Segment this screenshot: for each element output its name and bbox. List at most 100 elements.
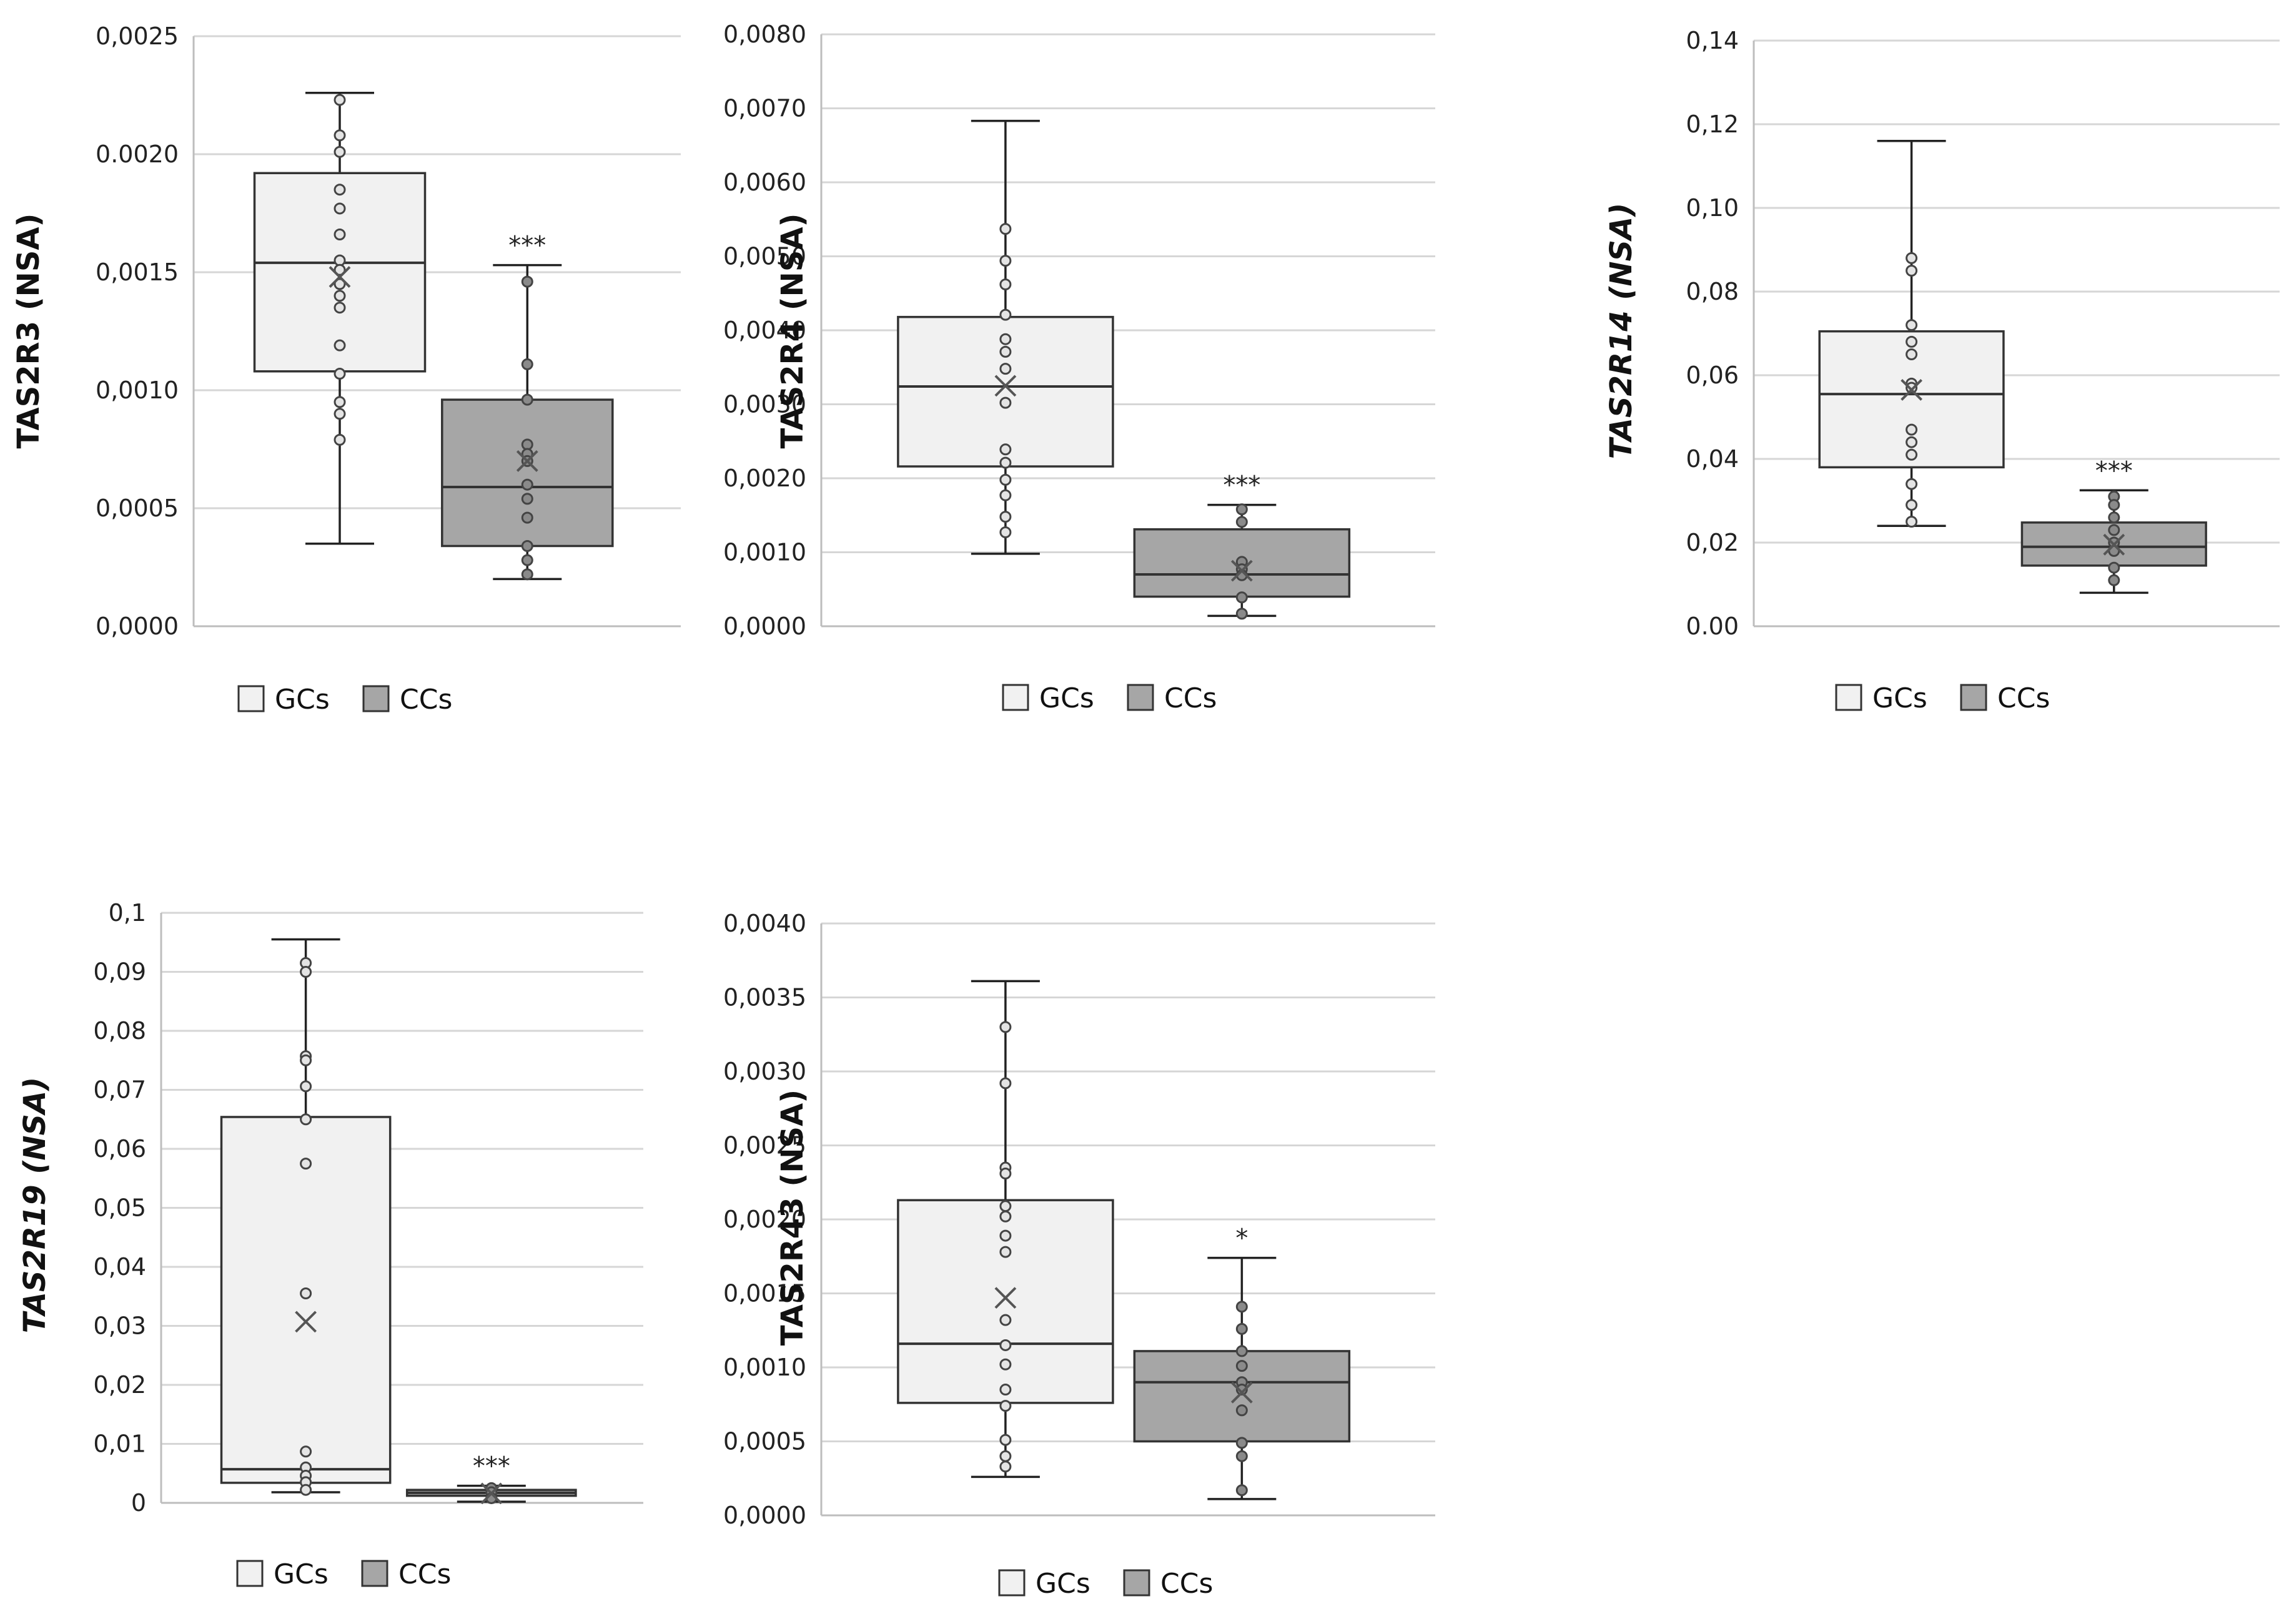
data-point [334, 302, 346, 314]
data-point [1906, 499, 1918, 511]
data-point [1906, 436, 1918, 448]
y-tick-label: 0,0015 [723, 1280, 806, 1307]
data-point [999, 396, 1012, 409]
legend-label-gcs: GCs [1872, 682, 1927, 714]
gcs-boxplot [220, 938, 392, 1496]
data-point [999, 255, 1012, 267]
chart-panel-1: 0,0000 0,0005 0,0010 0,0015 0.0020 0,0025 TAS2… [11, 22, 681, 716]
data-point [521, 568, 533, 581]
y-tick-label: 0.0020 [96, 140, 179, 168]
mean-marker-stroke [994, 375, 1017, 397]
y-tick-label: 0,0010 [723, 539, 806, 566]
y-tick-label: 0,0015 [96, 258, 179, 286]
data-point [300, 966, 312, 978]
y-tick-label: 0,09 [93, 958, 146, 986]
data-point [999, 526, 1012, 539]
mean-marker [2103, 533, 2125, 556]
mean-marker [516, 450, 538, 472]
legend-swatch-ccs [361, 1560, 388, 1587]
y-tick-label: 0,0020 [723, 1206, 806, 1233]
data-point [999, 511, 1012, 523]
y-tick-label: 0,12 [1686, 111, 1739, 138]
data-point [334, 339, 346, 352]
data-point [999, 278, 1012, 291]
data-point [521, 478, 533, 491]
data-point [300, 1054, 312, 1066]
data-point [334, 263, 346, 276]
legend-swatch-ccs [362, 685, 390, 712]
y-tick-label: 0,01 [93, 1430, 146, 1458]
legend-label-gcs: GCs [1036, 1568, 1090, 1600]
y-tick-label: 0,0040 [723, 910, 806, 937]
legend: GCs CCs [998, 1568, 1213, 1600]
mean-marker-stroke [329, 266, 351, 288]
data-point [1906, 319, 1918, 332]
data-point [999, 1384, 1012, 1396]
data-point [334, 433, 346, 446]
legend: GCs CCs [236, 1558, 451, 1590]
legend-label-ccs: CCs [1164, 682, 1217, 714]
y-axis-label: TAS2R3 (NSA) [11, 214, 46, 449]
data-point [1906, 478, 1918, 490]
mean-marker-stroke [1230, 559, 1253, 582]
data-point [1235, 503, 1248, 516]
data-point [300, 1484, 312, 1496]
data-point [999, 456, 1012, 469]
data-point [521, 554, 533, 566]
mean-marker [994, 1287, 1017, 1309]
y-tick-label: 0,0010 [96, 376, 179, 404]
data-point [2108, 511, 2120, 524]
y-tick-label: 0,0080 [723, 21, 806, 48]
data-point [999, 333, 1012, 345]
data-point [999, 363, 1012, 375]
data-point [334, 129, 346, 142]
y-tick-label: 0,05 [93, 1194, 146, 1222]
data-point [999, 1450, 1012, 1462]
mean-marker-stroke [1901, 379, 1923, 401]
data-point [1906, 448, 1918, 461]
data-point [1235, 1450, 1248, 1462]
y-tick-label: 0,0035 [723, 984, 806, 1011]
data-point [1235, 591, 1248, 604]
data-point [999, 1229, 1012, 1242]
y-tick-label: 0,0060 [723, 169, 806, 196]
y-tick-label: 0,1 [109, 899, 146, 927]
y-tick-label: 0,0000 [723, 1502, 806, 1529]
data-point [334, 278, 346, 290]
data-point [334, 254, 346, 267]
mean-marker-stroke [516, 450, 538, 472]
y-tick-label: 0,0025 [96, 22, 179, 50]
data-point [2108, 561, 2120, 574]
data-point [334, 396, 346, 408]
data-point [1235, 1437, 1248, 1449]
ccs-boxplot: * [1133, 1224, 1351, 1500]
y-tick-label: 0,0000 [96, 613, 179, 640]
legend-label-gcs: GCs [1039, 682, 1094, 714]
y-tick-label: 0,06 [93, 1135, 146, 1163]
data-point [999, 345, 1012, 358]
data-point [1906, 516, 1918, 528]
data-point [334, 408, 346, 420]
data-point [334, 94, 346, 106]
ccs-boxplot: *** [441, 232, 614, 581]
legend: GCs CCs [1002, 682, 1217, 714]
significance-marker: *** [473, 1452, 510, 1481]
data-point [521, 438, 533, 451]
data-point [334, 290, 346, 302]
legend: GCs CCs [237, 684, 452, 716]
data-point [1906, 335, 1918, 348]
data-point [999, 1077, 1012, 1090]
significance-marker: *** [1223, 471, 1260, 500]
data-point [999, 1021, 1012, 1033]
chart-panel-4: 0 0,01 0,02 0,03 0,04 0,05 0,06 0,07 0,08 0,09 0,1… [17, 899, 643, 1590]
data-point [334, 229, 346, 241]
mean-marker [1901, 379, 1923, 401]
data-point [999, 443, 1012, 456]
data-point [300, 1080, 312, 1093]
significance-marker: * [1235, 1224, 1248, 1253]
gcs-boxplot [253, 91, 427, 545]
y-tick-label: 0,0005 [96, 495, 179, 522]
data-point [999, 308, 1012, 321]
y-tick-label: 0,03 [93, 1312, 146, 1340]
data-point [999, 223, 1012, 235]
